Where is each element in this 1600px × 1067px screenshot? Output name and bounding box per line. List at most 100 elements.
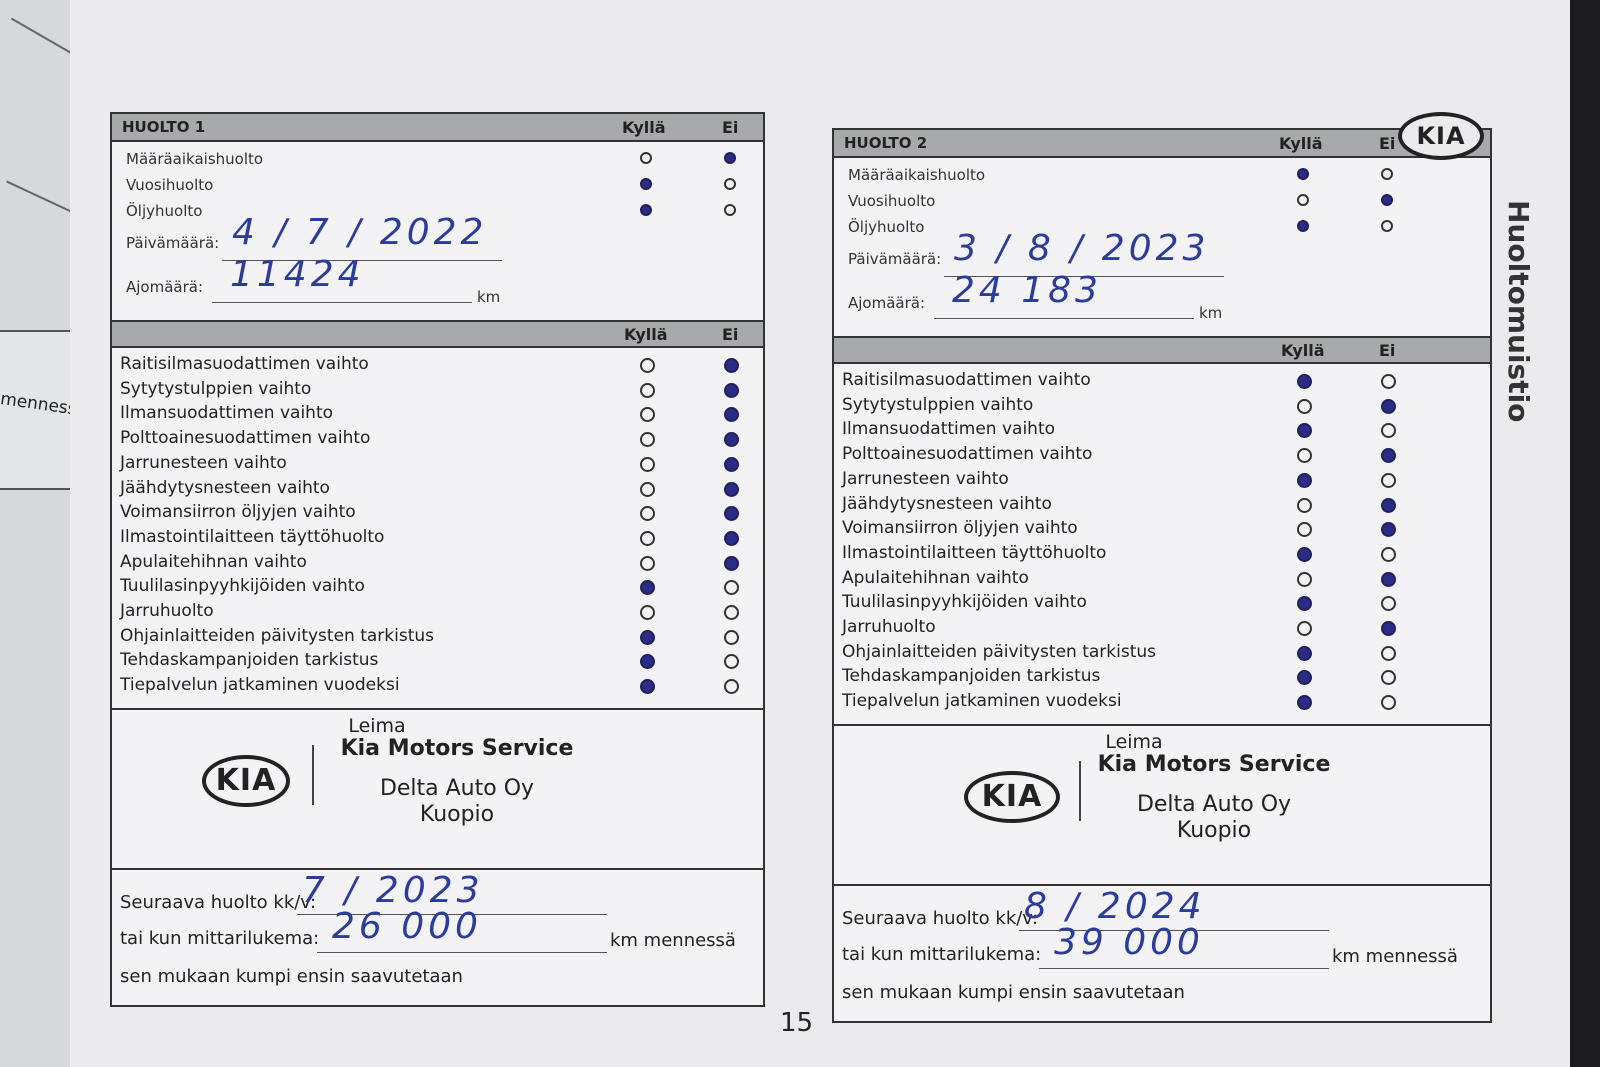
note-text: sen mukaan kumpi ensin saavutetaan <box>842 982 1185 1003</box>
kia-logo: KIA <box>202 755 290 807</box>
yes-column-header: Kyllä <box>624 324 668 344</box>
empty-radio-circle <box>640 456 655 472</box>
empty-radio-circle <box>1381 220 1393 232</box>
checklist-item-label: Jarruhuolto <box>120 601 214 621</box>
empty-radio-circle <box>640 481 655 497</box>
checklist-item-label: Tiepalvelun jatkaminen vuodeksi <box>842 691 1122 712</box>
checklist-item-label: Voimansiirron öljyjen vaihto <box>842 518 1078 539</box>
empty-radio-circle <box>1381 423 1396 439</box>
filled-radio-circle <box>640 178 652 190</box>
filled-radio-circle <box>1297 423 1312 439</box>
no-column-header: Ei <box>1379 133 1396 153</box>
checklist-item-label: Apulaitehihnan vaihto <box>120 551 307 572</box>
next-mileage-value: 26 000 <box>332 906 482 947</box>
filled-radio-circle <box>724 358 739 373</box>
filled-radio-circle <box>1297 546 1312 562</box>
date-line <box>222 260 502 261</box>
checklist-item-label: Jarrunesteen vaihto <box>120 452 287 473</box>
checklist-item-label: Ohjainlaitteiden päivitysten tarkistus <box>120 625 434 646</box>
form-title: HUOLTO 2 <box>844 134 928 152</box>
empty-radio-circle <box>640 152 652 164</box>
km-unit: km mennessä <box>1332 946 1458 967</box>
next-mileage-label: tai kun mittarilukema: <box>842 944 1042 965</box>
stamp-dealer-name: Delta Auto Oy <box>379 776 535 801</box>
filled-radio-circle <box>1297 168 1309 180</box>
mileage-label: Ajomäärä: <box>848 294 926 312</box>
divider <box>1079 761 1081 821</box>
checklist-item-label: Tuulilasinpyyhkijöiden vaihto <box>120 576 365 597</box>
empty-radio-circle <box>640 358 655 373</box>
no-column-header: Ei <box>722 117 739 137</box>
empty-radio-circle <box>1297 497 1312 513</box>
filled-radio-circle <box>724 382 739 398</box>
dealer-stamp: KIA Leima Kia Motors Service Delta Auto … <box>112 708 763 870</box>
filled-radio-circle <box>640 580 655 596</box>
filled-radio-circle <box>1297 374 1312 389</box>
checklist-item-label: Ilmastointilaitteen täyttöhuolto <box>842 542 1107 563</box>
empty-radio-circle <box>1381 645 1396 661</box>
empty-radio-circle <box>640 555 655 571</box>
next-service-line <box>297 914 607 915</box>
next-mileage-line <box>1039 968 1329 969</box>
filled-radio-circle <box>724 456 739 472</box>
date-label: Päivämäärä: <box>126 234 220 252</box>
note-text: sen mukaan kumpi ensin saavutetaan <box>120 966 463 987</box>
checklist-header: Kyllä Ei <box>834 336 1490 364</box>
filled-radio-circle <box>1381 522 1396 538</box>
checklist: Raitisilmasuodattimen vaihto Sytytystulpp… <box>834 364 1490 724</box>
section-title: Huoltomuistio <box>1502 200 1535 423</box>
service-type-section: Määräaikaishuolto Vuosihuolto Öljyhuolto Pä… <box>834 158 1490 336</box>
filled-radio-circle <box>1381 497 1396 513</box>
filled-radio-circle <box>724 555 739 571</box>
checklist-item-label: Voimansiirron öljyjen vaihto <box>120 502 356 523</box>
checklist-item-label: Apulaitehihnan vaihto <box>842 567 1029 588</box>
km-unit: km <box>477 288 501 306</box>
form-header: HUOLTO 2 Kyllä Ei <box>834 130 1490 158</box>
empty-radio-circle <box>1381 546 1396 562</box>
empty-radio-circle <box>1381 472 1396 488</box>
divider <box>312 745 314 805</box>
filled-radio-circle <box>1381 398 1396 414</box>
kia-logo: KIA <box>1398 112 1484 160</box>
filled-radio-circle <box>1297 596 1312 612</box>
yes-column-header: Kyllä <box>622 117 666 137</box>
filled-radio-circle <box>640 204 652 216</box>
filled-radio-circle <box>1297 220 1309 232</box>
empty-radio-circle <box>724 178 736 190</box>
page-number: 15 <box>780 1008 814 1038</box>
checklist-item-label: Jäähdytysnesteen vaihto <box>120 477 330 498</box>
filled-radio-circle <box>1381 621 1396 636</box>
filled-radio-circle <box>1297 472 1312 488</box>
filled-radio-circle <box>724 506 739 522</box>
service-type-label: Määräaikaishuolto <box>848 166 986 184</box>
filled-radio-circle <box>640 679 655 695</box>
service-type-label: Määräaikaishuolto <box>126 150 264 168</box>
next-mileage-line <box>317 952 607 953</box>
no-column-header: Ei <box>722 324 739 344</box>
service-form-2: HUOLTO 2 Kyllä Ei Määräaikaishuolto Vuosi… <box>832 128 1492 1023</box>
empty-radio-circle <box>640 407 655 423</box>
next-mileage-label: tai kun mittarilukema: <box>120 928 320 949</box>
filled-radio-circle <box>724 152 736 164</box>
empty-radio-circle <box>640 506 655 522</box>
empty-radio-circle <box>1297 621 1312 636</box>
empty-radio-circle <box>1297 571 1312 587</box>
empty-radio-circle <box>724 204 736 216</box>
empty-radio-circle <box>1381 596 1396 612</box>
stamp-label: Leima <box>348 715 406 737</box>
next-service-line <box>1019 930 1329 931</box>
filled-radio-circle <box>640 629 655 645</box>
checklist-item-label: Tehdaskampanjoiden tarkistus <box>120 650 379 671</box>
filled-radio-circle <box>724 530 739 546</box>
mileage-value: 24 183 <box>952 270 1102 311</box>
form-title: HUOLTO 1 <box>122 118 206 136</box>
stamp-city: Kuopio <box>419 802 495 827</box>
mileage-line <box>934 318 1194 319</box>
checklist: Raitisilmasuodattimen vaihto Sytytystulpp… <box>112 348 763 708</box>
next-service-label: Seuraava huolto kk/v: <box>842 908 1039 929</box>
empty-radio-circle <box>724 580 739 596</box>
yes-column-header: Kyllä <box>1279 133 1323 153</box>
checklist-item-label: Ohjainlaitteiden päivitysten tarkistus <box>842 641 1156 662</box>
empty-radio-circle <box>1381 374 1396 389</box>
next-service-label: Seuraava huolto kk/v: <box>120 892 317 913</box>
